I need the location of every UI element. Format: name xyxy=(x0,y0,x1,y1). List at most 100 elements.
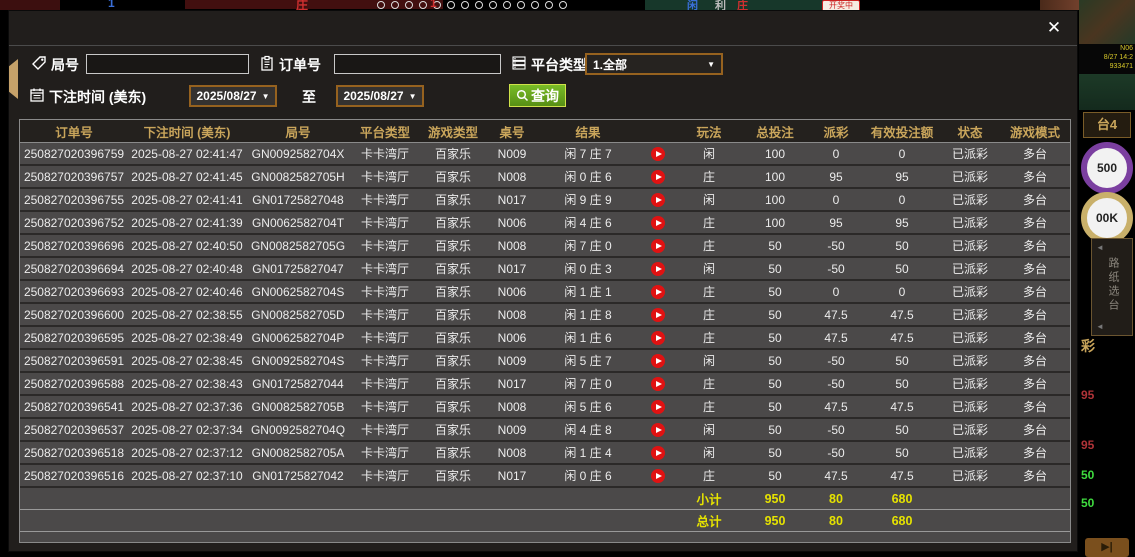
date-from-picker[interactable]: 2025/08/27 ▼ xyxy=(189,85,277,107)
table-row: 250827020396516 2025-08-27 02:37:10 GN0172… xyxy=(20,464,1070,488)
cell-platform: 卡卡湾厅 xyxy=(350,418,420,442)
payout-fragment: 50 xyxy=(1081,496,1095,510)
cell-mode: 多台 xyxy=(998,234,1070,258)
replay-button[interactable] xyxy=(651,238,665,253)
cell-game-type: 百家乐 xyxy=(420,418,486,442)
next-button-fragment[interactable]: ▶| xyxy=(1085,538,1129,557)
play-icon xyxy=(656,150,662,157)
cell-payout: -50 xyxy=(810,441,862,465)
replay-button[interactable] xyxy=(651,146,665,161)
cell-bet-time: 2025-08-27 02:38:45 xyxy=(128,349,246,373)
cell-order-id: 250827020396595 xyxy=(20,326,128,350)
cell-order-id: 250827020396752 xyxy=(20,211,128,235)
replay-button[interactable] xyxy=(651,307,665,322)
cell-result: 闲 0 庄 6 xyxy=(538,165,638,189)
background-right-column: N06 8/27 14:2 933471 台4 500 00K ◄ 路纸选台 ◄ 彩… xyxy=(1079,0,1135,557)
replay-button[interactable] xyxy=(651,353,665,368)
cell-order-id: 250827020396537 xyxy=(20,418,128,442)
date-to-picker[interactable]: 2025/08/27 ▼ xyxy=(336,85,424,107)
replay-button[interactable] xyxy=(651,192,665,207)
cell-platform: 卡卡湾厅 xyxy=(350,142,420,166)
cell-bet-side: 闲 xyxy=(678,349,740,373)
cell-result: 闲 0 庄 3 xyxy=(538,257,638,281)
play-icon xyxy=(656,173,662,180)
cell-bet-side: 庄 xyxy=(678,326,740,350)
table-row: 250827020396757 2025-08-27 02:41:45 GN0082… xyxy=(20,165,1070,189)
cell-bet-time: 2025-08-27 02:41:45 xyxy=(128,165,246,189)
platform-type-select[interactable]: 1.全部 ▼ xyxy=(585,53,723,75)
roadmap-table-select-panel[interactable]: ◄ 路纸选台 ◄ xyxy=(1091,238,1133,336)
table-video-fragment xyxy=(1079,0,1135,44)
replay-button[interactable] xyxy=(651,215,665,230)
chip-500[interactable]: 500 xyxy=(1081,142,1133,194)
cell-order-id: 250827020396693 xyxy=(20,280,128,304)
table-row: 250827020396588 2025-08-27 02:38:43 GN0172… xyxy=(20,372,1070,396)
subtotal-total-bet: 950 xyxy=(740,486,810,510)
cell-order-id: 250827020396541 xyxy=(20,395,128,419)
live-draw-badge: 开奖中 xyxy=(822,0,860,10)
cell-result: 闲 5 庄 6 xyxy=(538,395,638,419)
cell-bet-time: 2025-08-27 02:37:36 xyxy=(128,395,246,419)
background-number: 1 xyxy=(108,0,115,10)
cell-payout: 47.5 xyxy=(810,303,862,327)
replay-button[interactable] xyxy=(651,399,665,414)
table-row: 250827020396693 2025-08-27 02:40:46 GN0062… xyxy=(20,280,1070,304)
cell-status: 已派彩 xyxy=(942,188,998,212)
play-icon xyxy=(656,357,662,364)
close-icon[interactable]: ✕ xyxy=(1046,18,1062,37)
cell-order-id: 250827020396518 xyxy=(20,441,128,465)
cell-mode: 多台 xyxy=(998,418,1070,442)
total-label: 总计 xyxy=(678,509,740,532)
cell-replay xyxy=(638,349,678,373)
cell-replay xyxy=(638,142,678,166)
cell-bet-time: 2025-08-27 02:41:39 xyxy=(128,211,246,235)
table-row: 250827020396537 2025-08-27 02:37:34 GN0092… xyxy=(20,418,1070,442)
cell-payout: -50 xyxy=(810,418,862,442)
cell-game-type: 百家乐 xyxy=(420,142,486,166)
cell-replay xyxy=(638,188,678,212)
replay-button[interactable] xyxy=(651,330,665,345)
cell-replay xyxy=(638,234,678,258)
replay-button[interactable] xyxy=(651,468,665,483)
round-id-input[interactable] xyxy=(86,54,249,74)
cell-payout: 0 xyxy=(810,142,862,166)
table-row: 250827020396600 2025-08-27 02:38:55 GN0082… xyxy=(20,303,1070,327)
cell-bet-time: 2025-08-27 02:38:49 xyxy=(128,326,246,350)
cell-round-id: GN0092582704X xyxy=(246,142,350,166)
table-tab[interactable]: 台4 xyxy=(1083,112,1131,138)
roadmap-select-label: 路纸选台 xyxy=(1107,257,1119,313)
cell-table-no: N017 xyxy=(486,372,538,396)
background-panel-green: 闲 利 庄 xyxy=(645,0,823,10)
calendar-icon xyxy=(29,87,45,103)
replay-button[interactable] xyxy=(651,445,665,460)
play-icon xyxy=(656,288,662,295)
header-bet-side: 玩法 xyxy=(678,120,740,143)
order-id-input[interactable] xyxy=(334,54,501,74)
cell-table-no: N006 xyxy=(486,280,538,304)
cell-bet-time: 2025-08-27 02:40:50 xyxy=(128,234,246,258)
background-panel xyxy=(0,0,60,10)
cell-mode: 多台 xyxy=(998,303,1070,327)
cell-order-id: 250827020396600 xyxy=(20,303,128,327)
chip-100k[interactable]: 00K xyxy=(1081,192,1133,244)
replay-button[interactable] xyxy=(651,284,665,299)
bead-dots xyxy=(377,1,567,9)
total-valid-bet: 680 xyxy=(862,509,942,532)
cell-round-id: GN0062582704P xyxy=(246,326,350,350)
cell-order-id: 250827020396759 xyxy=(20,142,128,166)
replay-button[interactable] xyxy=(651,169,665,184)
drawer-handle[interactable] xyxy=(9,59,18,99)
replay-button[interactable] xyxy=(651,261,665,276)
cell-total-bet: 50 xyxy=(740,464,810,488)
replay-button[interactable] xyxy=(651,376,665,391)
play-icon xyxy=(656,311,662,318)
replay-button[interactable] xyxy=(651,422,665,437)
header-round-id: 局号 xyxy=(246,120,350,143)
cell-round-id: GN0082582705G xyxy=(246,234,350,258)
cell-bet-side: 闲 xyxy=(678,441,740,465)
cell-platform: 卡卡湾厅 xyxy=(350,234,420,258)
cell-result: 闲 9 庄 9 xyxy=(538,188,638,212)
camera-info-line: 8/27 14:2 xyxy=(1103,54,1133,61)
cell-bet-side: 庄 xyxy=(678,165,740,189)
query-button[interactable]: 查询 xyxy=(509,84,566,107)
